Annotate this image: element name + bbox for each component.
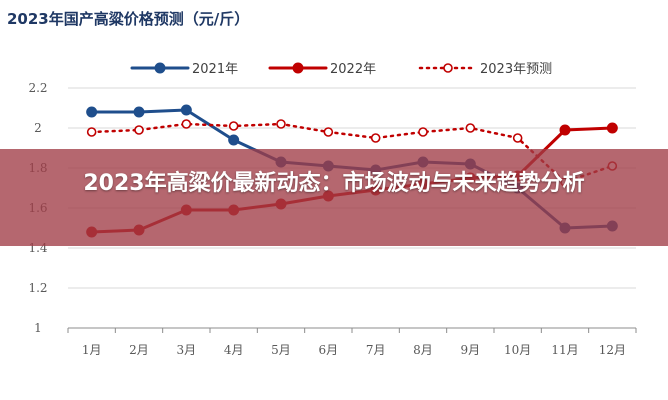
data-point [465,123,476,133]
headline-text: 2023年高粱价最新动态：市场波动与未来趋势分析 [83,171,585,196]
chart-title: 2023年国产高粱价格预测（元/斤） [7,10,250,28]
x-tick-label: 1月 [82,343,102,357]
data-point [181,119,192,129]
data-point [86,106,98,118]
x-tick-label: 2月 [129,343,149,357]
data-point [559,124,571,136]
data-point [323,127,334,137]
data-point [276,119,286,129]
x-tick-label: 4月 [224,343,244,357]
data-point [418,127,428,137]
data-point [228,121,239,131]
x-tick-label: 12月 [599,343,626,357]
legend-label: 2023年预测 [480,62,552,77]
legend-marker [292,62,304,74]
data-point [606,122,618,134]
y-tick-label: 2 [34,121,42,135]
headline-banner [0,149,668,246]
legend-marker [443,63,453,73]
y-tick-label: 2.2 [28,81,47,95]
x-tick-label: 3月 [177,343,197,357]
data-point [370,133,381,143]
series-line [90,122,614,184]
data-point [512,133,523,143]
legend-label: 2022年 [330,62,376,77]
legend-label: 2021年 [192,62,238,77]
x-tick-label: 8月 [413,343,433,357]
data-point [134,125,144,135]
data-point [228,134,240,146]
y-tick-label: 1.2 [28,281,47,295]
x-tick-label: 6月 [319,343,339,357]
x-tick-label: 11月 [551,343,578,357]
x-tick-label: 5月 [271,343,291,357]
data-point [86,127,97,137]
y-tick-label: 1 [34,321,42,335]
data-point [180,104,192,116]
x-tick-label: 7月 [366,343,386,357]
x-tick-label: 10月 [504,343,531,357]
data-point [133,106,145,118]
x-tick-label: 9月 [461,343,481,357]
legend-marker [154,62,166,74]
